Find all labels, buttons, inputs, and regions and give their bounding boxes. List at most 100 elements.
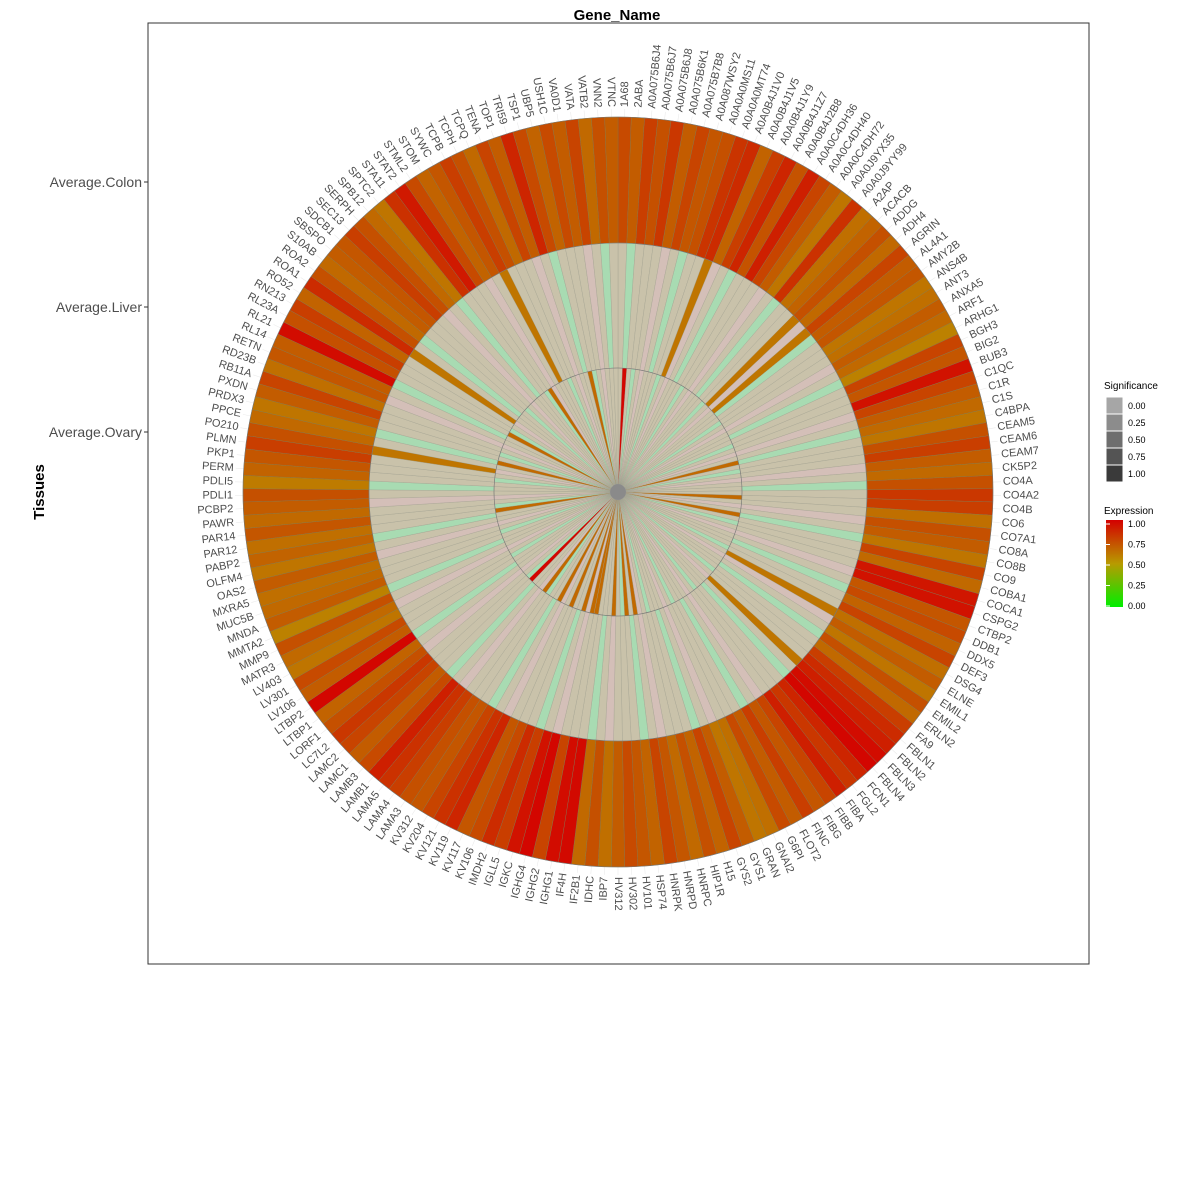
grid-spoke — [881, 758, 888, 765]
center-hub — [242, 116, 994, 868]
grid-spoke — [556, 113, 559, 122]
ring-average-liver — [368, 242, 868, 742]
grid-spoke — [516, 122, 520, 131]
grid-spoke — [251, 599, 260, 603]
gene-label: VA0D1 — [545, 77, 562, 113]
grid-spoke — [991, 454, 1000, 456]
grid-spoke — [703, 119, 706, 128]
gene-label: PKP1 — [206, 446, 235, 461]
grid-spoke — [239, 548, 248, 550]
ring-average-colon — [242, 116, 994, 868]
grid-spoke — [886, 224, 893, 231]
gene-label: CEAM6 — [999, 430, 1038, 447]
grid-spoke — [819, 807, 825, 816]
tissue-tick-label: Average.Liver — [56, 299, 142, 315]
grid-spoke — [754, 135, 758, 143]
ring-outline — [493, 367, 743, 617]
grid-spoke — [939, 684, 947, 690]
grid-spoke — [429, 158, 434, 166]
chart-title: Gene_Name — [574, 7, 661, 24]
gene-label: 1A68 — [619, 81, 631, 107]
gene-label: VTNC — [605, 77, 618, 107]
ring-outline — [368, 242, 868, 742]
grid-spoke — [465, 140, 470, 148]
ring-outline — [242, 116, 994, 868]
gene-label: HV302 — [626, 877, 639, 911]
grid-spoke — [991, 521, 1000, 523]
gene-label: PPCE — [210, 402, 242, 420]
grid-spoke — [735, 847, 739, 856]
grid-spoke — [980, 587, 989, 590]
grid-spoke — [741, 130, 746, 139]
gene-label: A0A075B6J4 — [646, 44, 664, 109]
grid-spoke — [276, 661, 284, 666]
grid-spoke — [237, 534, 246, 537]
grid-spoke — [841, 792, 847, 800]
grid-spoke — [245, 400, 254, 404]
legend-expression-label: 0.00 — [1128, 601, 1146, 611]
grid-spoke — [650, 110, 653, 119]
grid-spoke — [570, 111, 572, 120]
gene-label: IGHG1 — [538, 870, 556, 906]
gene-label: IDHC — [583, 876, 597, 904]
legend-significance: Significance 0.00 0.25 0.50 0.75 1.00 — [1104, 381, 1158, 483]
legend-expression-bar — [1106, 520, 1123, 607]
grid-spoke — [530, 119, 533, 128]
grid-spoke — [308, 266, 316, 272]
grid-spoke — [304, 707, 312, 713]
grid-spoke — [784, 827, 789, 836]
gene-label: HV101 — [639, 876, 653, 910]
grid-spoke — [238, 440, 247, 443]
grid-spoke — [972, 612, 981, 616]
y-axis-title: Tissues — [31, 464, 48, 520]
grid-spoke — [312, 718, 320, 724]
grid-spoke — [760, 838, 765, 847]
legend-significance-key — [1105, 413, 1124, 432]
grid-spoke — [389, 792, 395, 800]
grid-spoke — [830, 800, 836, 808]
gene-label: PO210 — [204, 416, 240, 434]
grid-spoke — [423, 814, 428, 823]
gene-label: CEAM7 — [1001, 445, 1040, 461]
legend-significance-key — [1105, 430, 1124, 449]
grid-spoke — [851, 784, 858, 792]
grid-spoke — [825, 172, 830, 180]
grid-spoke — [259, 625, 268, 629]
gene-label: PAWR — [202, 517, 235, 532]
gene-label: PLMN — [205, 431, 237, 447]
gene-label: PERM — [202, 460, 234, 474]
grid-spoke — [383, 188, 390, 196]
legend-expression-label: 0.25 — [1128, 581, 1146, 591]
grid-spoke — [590, 866, 592, 875]
grid-spoke — [241, 561, 250, 564]
legend-expression: Expression 1.00 0.75 0.50 0.25 0.00 — [1104, 506, 1153, 611]
grid-spoke — [441, 152, 446, 160]
gene-label: CO8A — [998, 544, 1030, 560]
grid-spoke — [729, 126, 733, 135]
grid-spoke — [772, 833, 777, 841]
grid-spoke — [503, 126, 507, 135]
grid-spoke — [490, 130, 495, 139]
grid-spoke — [543, 116, 546, 125]
grid-spoke — [236, 521, 245, 523]
grid-spoke — [985, 414, 994, 417]
grid-spoke — [236, 454, 245, 456]
grid-spoke — [244, 574, 253, 577]
legend-significance-key — [1105, 396, 1124, 415]
grid-spoke — [262, 349, 271, 353]
gene-label: CO8B — [995, 557, 1027, 574]
grid-spoke — [249, 387, 258, 391]
legend-expression-label: 0.75 — [1128, 540, 1146, 550]
grid-spoke — [945, 673, 954, 678]
grid-spokes — [235, 109, 1001, 875]
gene-label: PCBP2 — [197, 503, 234, 517]
tissue-axis: Average.Colon Average.Liver Average.Ovary — [49, 174, 148, 440]
gene-label: C1R — [987, 376, 1011, 394]
gene-label: PAR12 — [203, 544, 238, 561]
grid-spoke — [536, 858, 540, 867]
grid-spoke — [471, 838, 476, 847]
grid-spoke — [912, 255, 920, 261]
grid-spoke — [363, 205, 369, 213]
grid-spoke — [978, 387, 987, 391]
grid-spoke — [478, 135, 482, 143]
